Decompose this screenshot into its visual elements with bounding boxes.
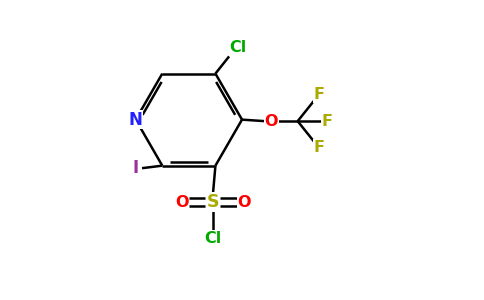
Text: F: F: [321, 114, 333, 129]
Text: S: S: [207, 193, 219, 211]
Text: Cl: Cl: [204, 231, 222, 246]
Text: I: I: [133, 159, 139, 177]
Text: O: O: [175, 195, 188, 210]
Text: Cl: Cl: [229, 40, 247, 55]
Text: O: O: [238, 195, 251, 210]
Text: F: F: [314, 87, 324, 102]
Text: F: F: [314, 140, 324, 155]
Text: N: N: [129, 111, 143, 129]
Text: O: O: [265, 114, 278, 129]
